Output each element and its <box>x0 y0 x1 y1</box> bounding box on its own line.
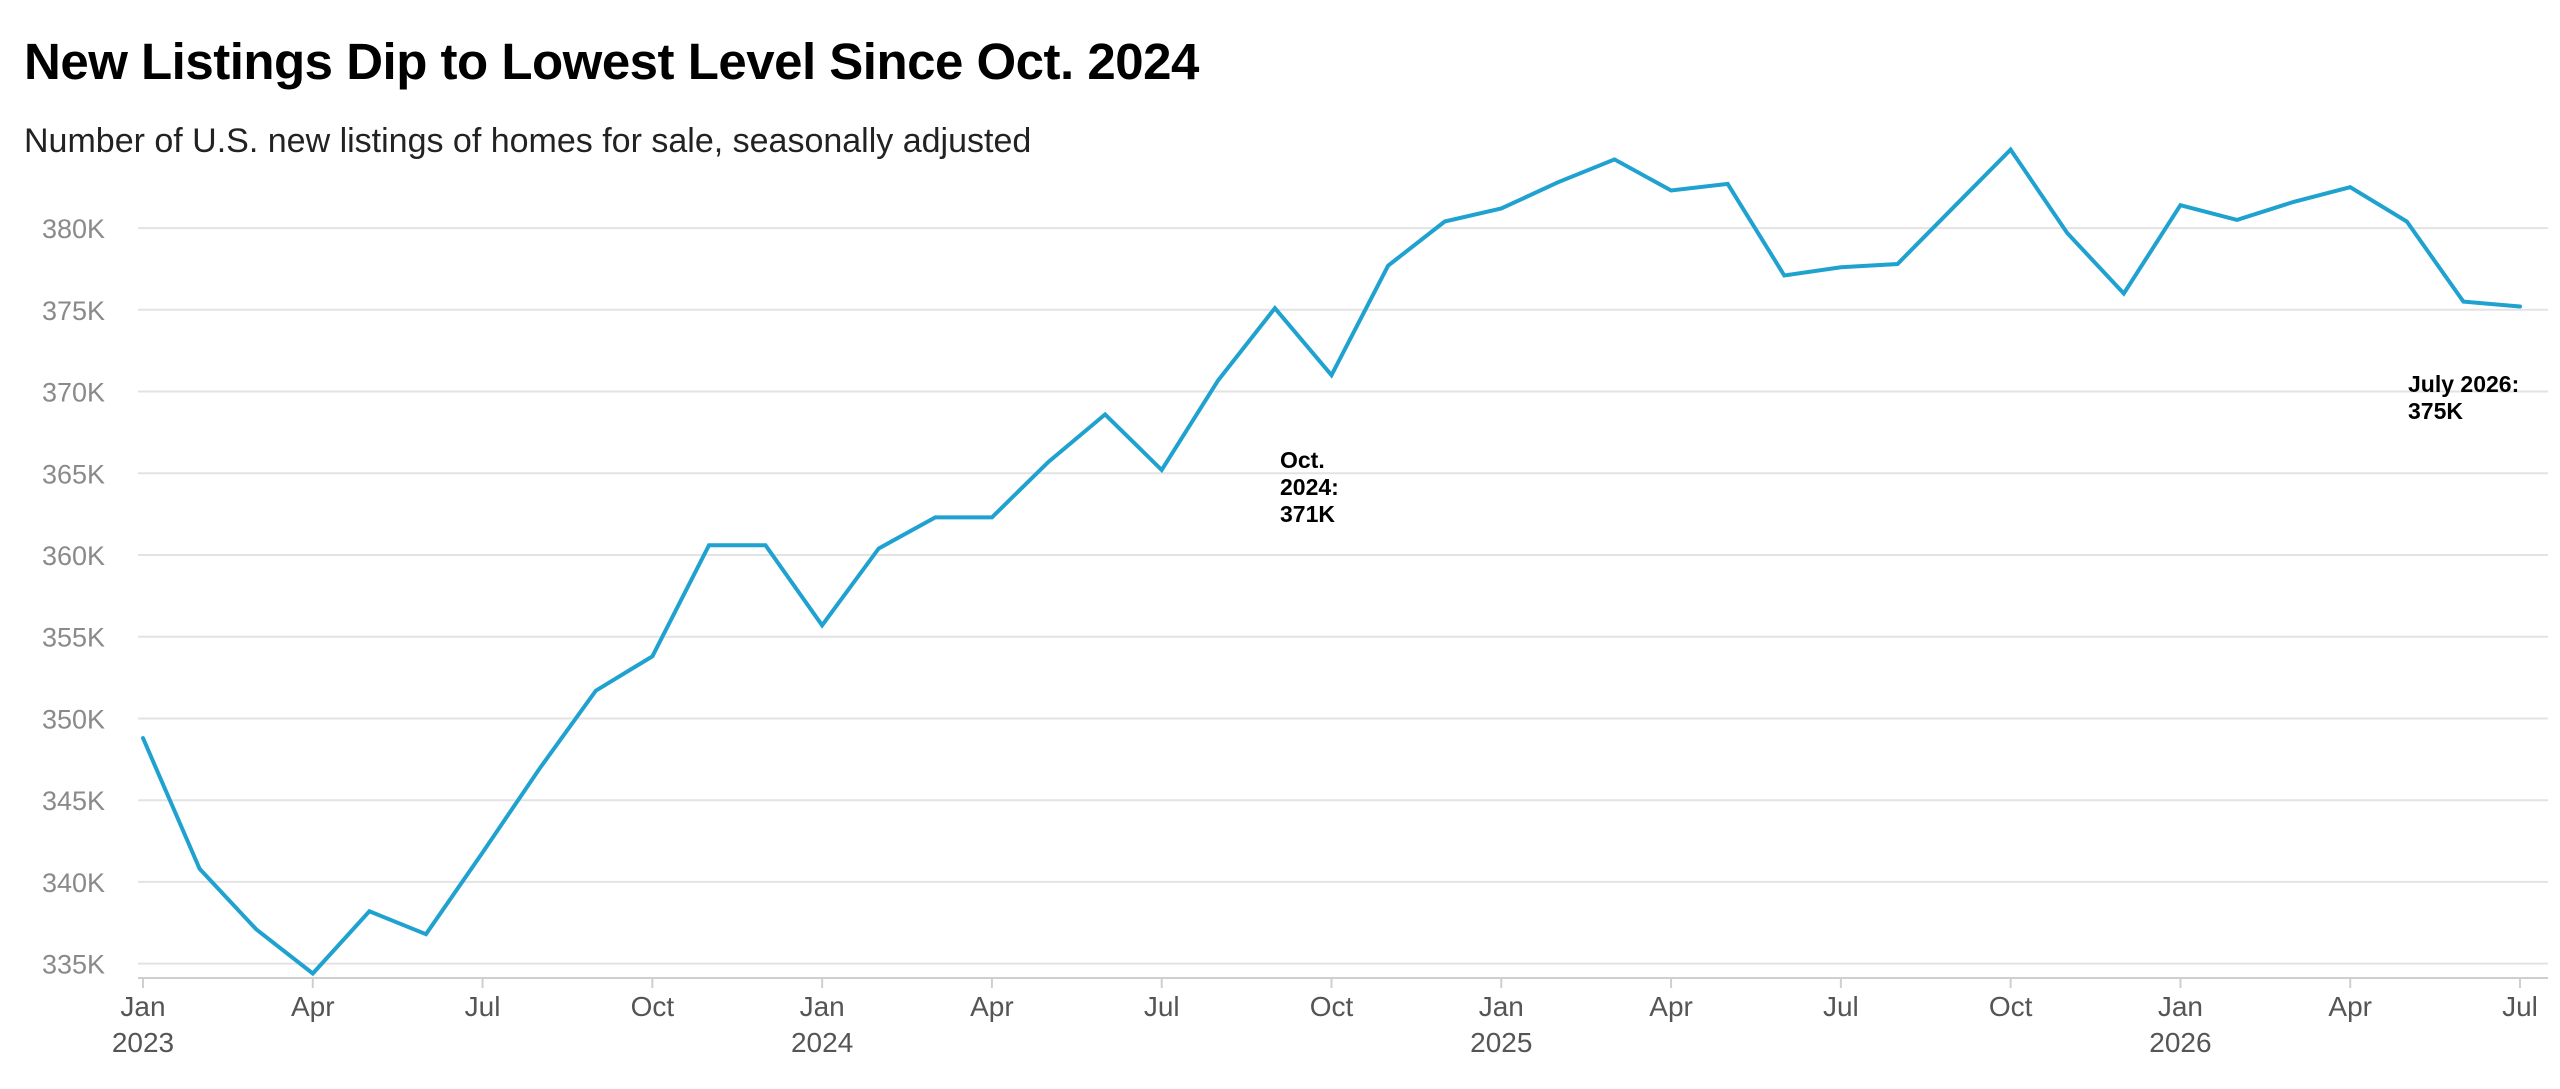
data-point <box>1894 261 1900 267</box>
y-tick-label: 340K <box>42 868 105 898</box>
x-tick-label: Apr <box>291 991 335 1022</box>
data-point <box>1725 181 1731 187</box>
data-point <box>2234 217 2240 223</box>
data-point <box>989 514 995 520</box>
x-tick-label: Jan <box>800 991 845 1022</box>
data-point <box>593 688 599 694</box>
series-group <box>140 146 2523 977</box>
y-tick-label: 355K <box>42 623 105 653</box>
annotation-text: Oct. <box>1280 447 1325 473</box>
data-point <box>706 542 712 548</box>
data-point <box>1498 205 1504 211</box>
data-point <box>1215 377 1221 383</box>
x-tick-year-label: 2023 <box>112 1027 174 1058</box>
x-tick-label: Apr <box>2328 991 2372 1022</box>
data-point <box>366 908 372 914</box>
y-tick-label: 365K <box>42 459 105 489</box>
x-tick-label: Oct <box>1989 991 2033 1022</box>
data-point <box>2404 219 2410 225</box>
data-point <box>2008 147 2014 153</box>
data-point <box>2460 299 2466 305</box>
y-tick-label: 345K <box>42 786 105 816</box>
y-tick-label: 375K <box>42 296 105 326</box>
data-point <box>932 514 938 520</box>
x-tick-label: Apr <box>1649 991 1693 1022</box>
annotation-text: July 2026: <box>2408 371 2519 397</box>
x-tick-year-label: 2025 <box>1470 1027 1532 1058</box>
x-axis: Jan 2023 Apr Jul Oct Jan 2024 Apr Jul Oct Jan 2025 A… <box>112 977 2548 1058</box>
data-point <box>2177 202 2183 208</box>
data-point <box>876 545 882 551</box>
x-tick-label: Jul <box>465 991 501 1022</box>
data-point <box>253 926 259 932</box>
x-tick-label: Apr <box>970 991 1014 1022</box>
x-tick-label: Jul <box>1144 991 1180 1022</box>
data-point <box>819 622 825 628</box>
data-point <box>2347 184 2353 190</box>
data-point <box>423 931 429 937</box>
data-point <box>480 850 486 856</box>
data-point <box>763 542 769 548</box>
y-tick-label: 335K <box>42 950 105 980</box>
data-point <box>1159 467 1165 473</box>
data-point <box>197 866 203 872</box>
annotation-label: Oct.2024:371K <box>1280 447 1339 527</box>
data-point <box>1329 372 1335 378</box>
chart-subtitle: Number of U.S. new listings of homes for… <box>24 122 1032 160</box>
data-point <box>1272 305 1278 311</box>
data-point <box>1442 219 1448 225</box>
chart-title: New Listings Dip to Lowest Level Since O… <box>24 33 1199 90</box>
x-tick-label: Jan <box>2158 991 2203 1022</box>
data-point <box>2517 304 2523 310</box>
data-point <box>536 766 542 772</box>
data-point <box>2291 199 2297 205</box>
data-point <box>2121 290 2127 296</box>
data-point <box>1102 411 1108 417</box>
data-point <box>1555 179 1561 185</box>
x-tick-year-label: 2026 <box>2149 1027 2211 1058</box>
data-point <box>140 735 146 741</box>
annotation-text: 2024: <box>1280 474 1339 500</box>
gridlines <box>138 227 2548 965</box>
data-point <box>1668 187 1674 193</box>
x-tick-label: Jul <box>2502 991 2538 1022</box>
x-tick-label: Jul <box>1823 991 1859 1022</box>
y-tick-label: 350K <box>42 704 105 734</box>
data-point <box>1951 204 1957 210</box>
annotation-text: 371K <box>1280 501 1335 527</box>
x-tick-label: Oct <box>631 991 675 1022</box>
x-tick-label: Oct <box>1310 991 1354 1022</box>
data-point <box>649 653 655 659</box>
data-point <box>2064 230 2070 236</box>
x-tick-year-label: 2024 <box>791 1027 853 1058</box>
annotations: Oct.2024:371K July 2026:375K <box>1280 371 2519 527</box>
data-point <box>1046 459 1052 465</box>
annotation-text: 375K <box>2408 398 2463 424</box>
data-point <box>310 970 316 976</box>
data-point <box>1838 264 1844 270</box>
x-tick-label: Jan <box>1479 991 1524 1022</box>
y-axis: 335K 340K 345K 350K 355K 360K 365K 370K 375K 380K <box>42 214 105 980</box>
y-tick-label: 370K <box>42 378 105 408</box>
y-tick-label: 360K <box>42 541 105 571</box>
data-point <box>1781 272 1787 278</box>
data-point <box>1385 263 1391 269</box>
x-tick-label: Jan <box>120 991 165 1022</box>
data-point <box>1611 156 1617 162</box>
y-tick-label: 380K <box>42 214 105 244</box>
annotation-label: July 2026:375K <box>2408 371 2519 424</box>
series-line <box>141 146 2522 977</box>
